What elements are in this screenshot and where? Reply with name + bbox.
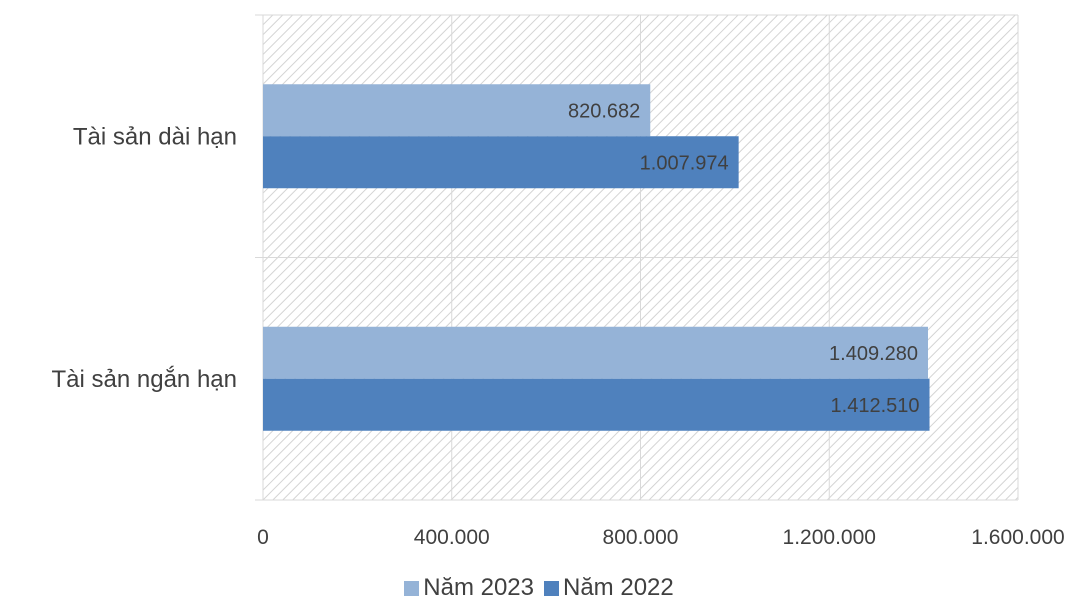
x-tick-label-4: 1.600.000 bbox=[971, 526, 1064, 549]
data-label-2-1: 1.007.974 bbox=[640, 152, 729, 174]
bar-2-2 bbox=[263, 378, 930, 431]
x-tick-label-2: 800.000 bbox=[603, 526, 679, 549]
category-labels: Tài sản dài hạn Tài sản ngắn hạn bbox=[52, 123, 237, 393]
data-label-1-2: 1.409.280 bbox=[829, 343, 918, 365]
bar-1-2 bbox=[263, 326, 929, 379]
bars-group: 820.682 1.007.974 1.409.280 1.412.510 bbox=[263, 84, 930, 431]
legend-label-2: Năm 2022 bbox=[563, 574, 674, 601]
legend-swatch-2 bbox=[544, 580, 559, 596]
x-tick-label-0: 0 bbox=[257, 526, 269, 549]
legend-item-1: Năm 2023 bbox=[404, 574, 534, 602]
data-label-1-1: 820.682 bbox=[568, 100, 640, 122]
legend-label-1: Năm 2023 bbox=[423, 574, 534, 601]
x-axis-tick-labels: 0 400.000 800.000 1.200.000 1.600.000 bbox=[257, 526, 1065, 549]
category-label-1: Tài sản dài hạn bbox=[73, 123, 237, 150]
legend-swatch-1 bbox=[404, 580, 420, 596]
bar-2-1 bbox=[263, 136, 739, 189]
legend-item-2: Năm 2022 bbox=[544, 574, 674, 602]
legend: Năm 2023 Năm 2022 bbox=[0, 574, 1078, 603]
data-label-2-2: 1.412.510 bbox=[831, 395, 920, 417]
bar-1-1 bbox=[263, 84, 651, 137]
x-tick-label-3: 1.200.000 bbox=[783, 526, 876, 549]
category-label-2: Tài sản ngắn hạn bbox=[52, 366, 237, 393]
x-tick-label-1: 400.000 bbox=[414, 526, 490, 549]
